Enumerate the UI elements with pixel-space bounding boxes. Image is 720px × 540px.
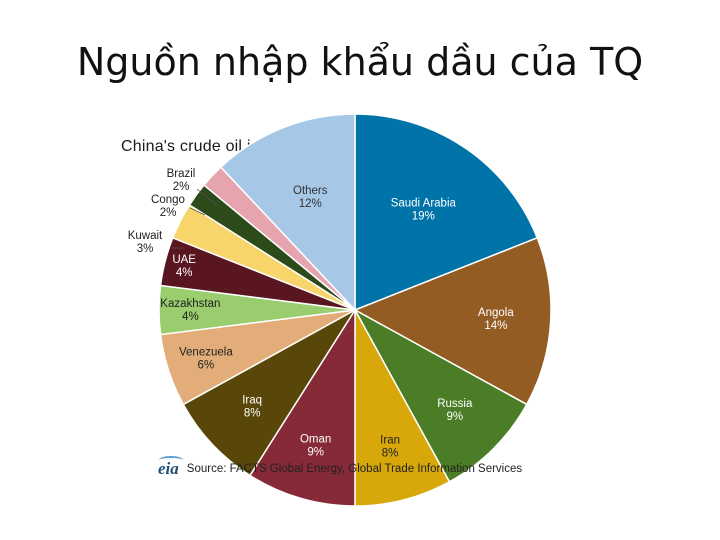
slice-label-uae: UAE 4% bbox=[172, 254, 196, 279]
slice-label-venezuela: Venezuela 6% bbox=[179, 346, 233, 371]
slice-label-oman: Oman 9% bbox=[300, 434, 331, 459]
slice-label-saudi-arabia: Saudi Arabia 19% bbox=[391, 197, 457, 222]
pie-slice-iran bbox=[354, 309, 451, 507]
slice-label-russia: Russia 9% bbox=[437, 398, 473, 423]
pie-slice-russia bbox=[353, 308, 528, 483]
slice-label-angola: Angola 14% bbox=[478, 307, 514, 332]
source-text: Source: FACTS Global Energy, Global Trad… bbox=[186, 463, 523, 475]
slice-label-brazil: Brazil 2% bbox=[167, 168, 196, 193]
slice-label-iran: Iran 8% bbox=[380, 435, 400, 460]
eia-logo: eia bbox=[158, 456, 187, 479]
leader-line-congo bbox=[189, 207, 206, 216]
slice-label-others: Others 12% bbox=[293, 185, 328, 210]
pie-slice-saudi-arabia bbox=[354, 113, 539, 312]
pie-slice-angola bbox=[353, 236, 552, 406]
slice-label-kuwait: Kuwait 3% bbox=[128, 230, 163, 255]
source-line: eia Source: FACTS Global Energy, Global … bbox=[158, 456, 523, 480]
pie-slice-iraq bbox=[182, 309, 356, 477]
pie-slice-others bbox=[219, 113, 356, 312]
slide-title: Nguồn nhập khẩu dầu của TQ bbox=[76, 40, 644, 84]
leader-line-brazil bbox=[196, 188, 218, 206]
pie-slice-oman bbox=[248, 307, 356, 507]
slice-label-congo: Congo 2% bbox=[151, 194, 185, 219]
slice-label-kazakhstan: Kazakhstan 4% bbox=[160, 298, 220, 323]
slice-label-iraq: Iraq 8% bbox=[242, 395, 262, 420]
